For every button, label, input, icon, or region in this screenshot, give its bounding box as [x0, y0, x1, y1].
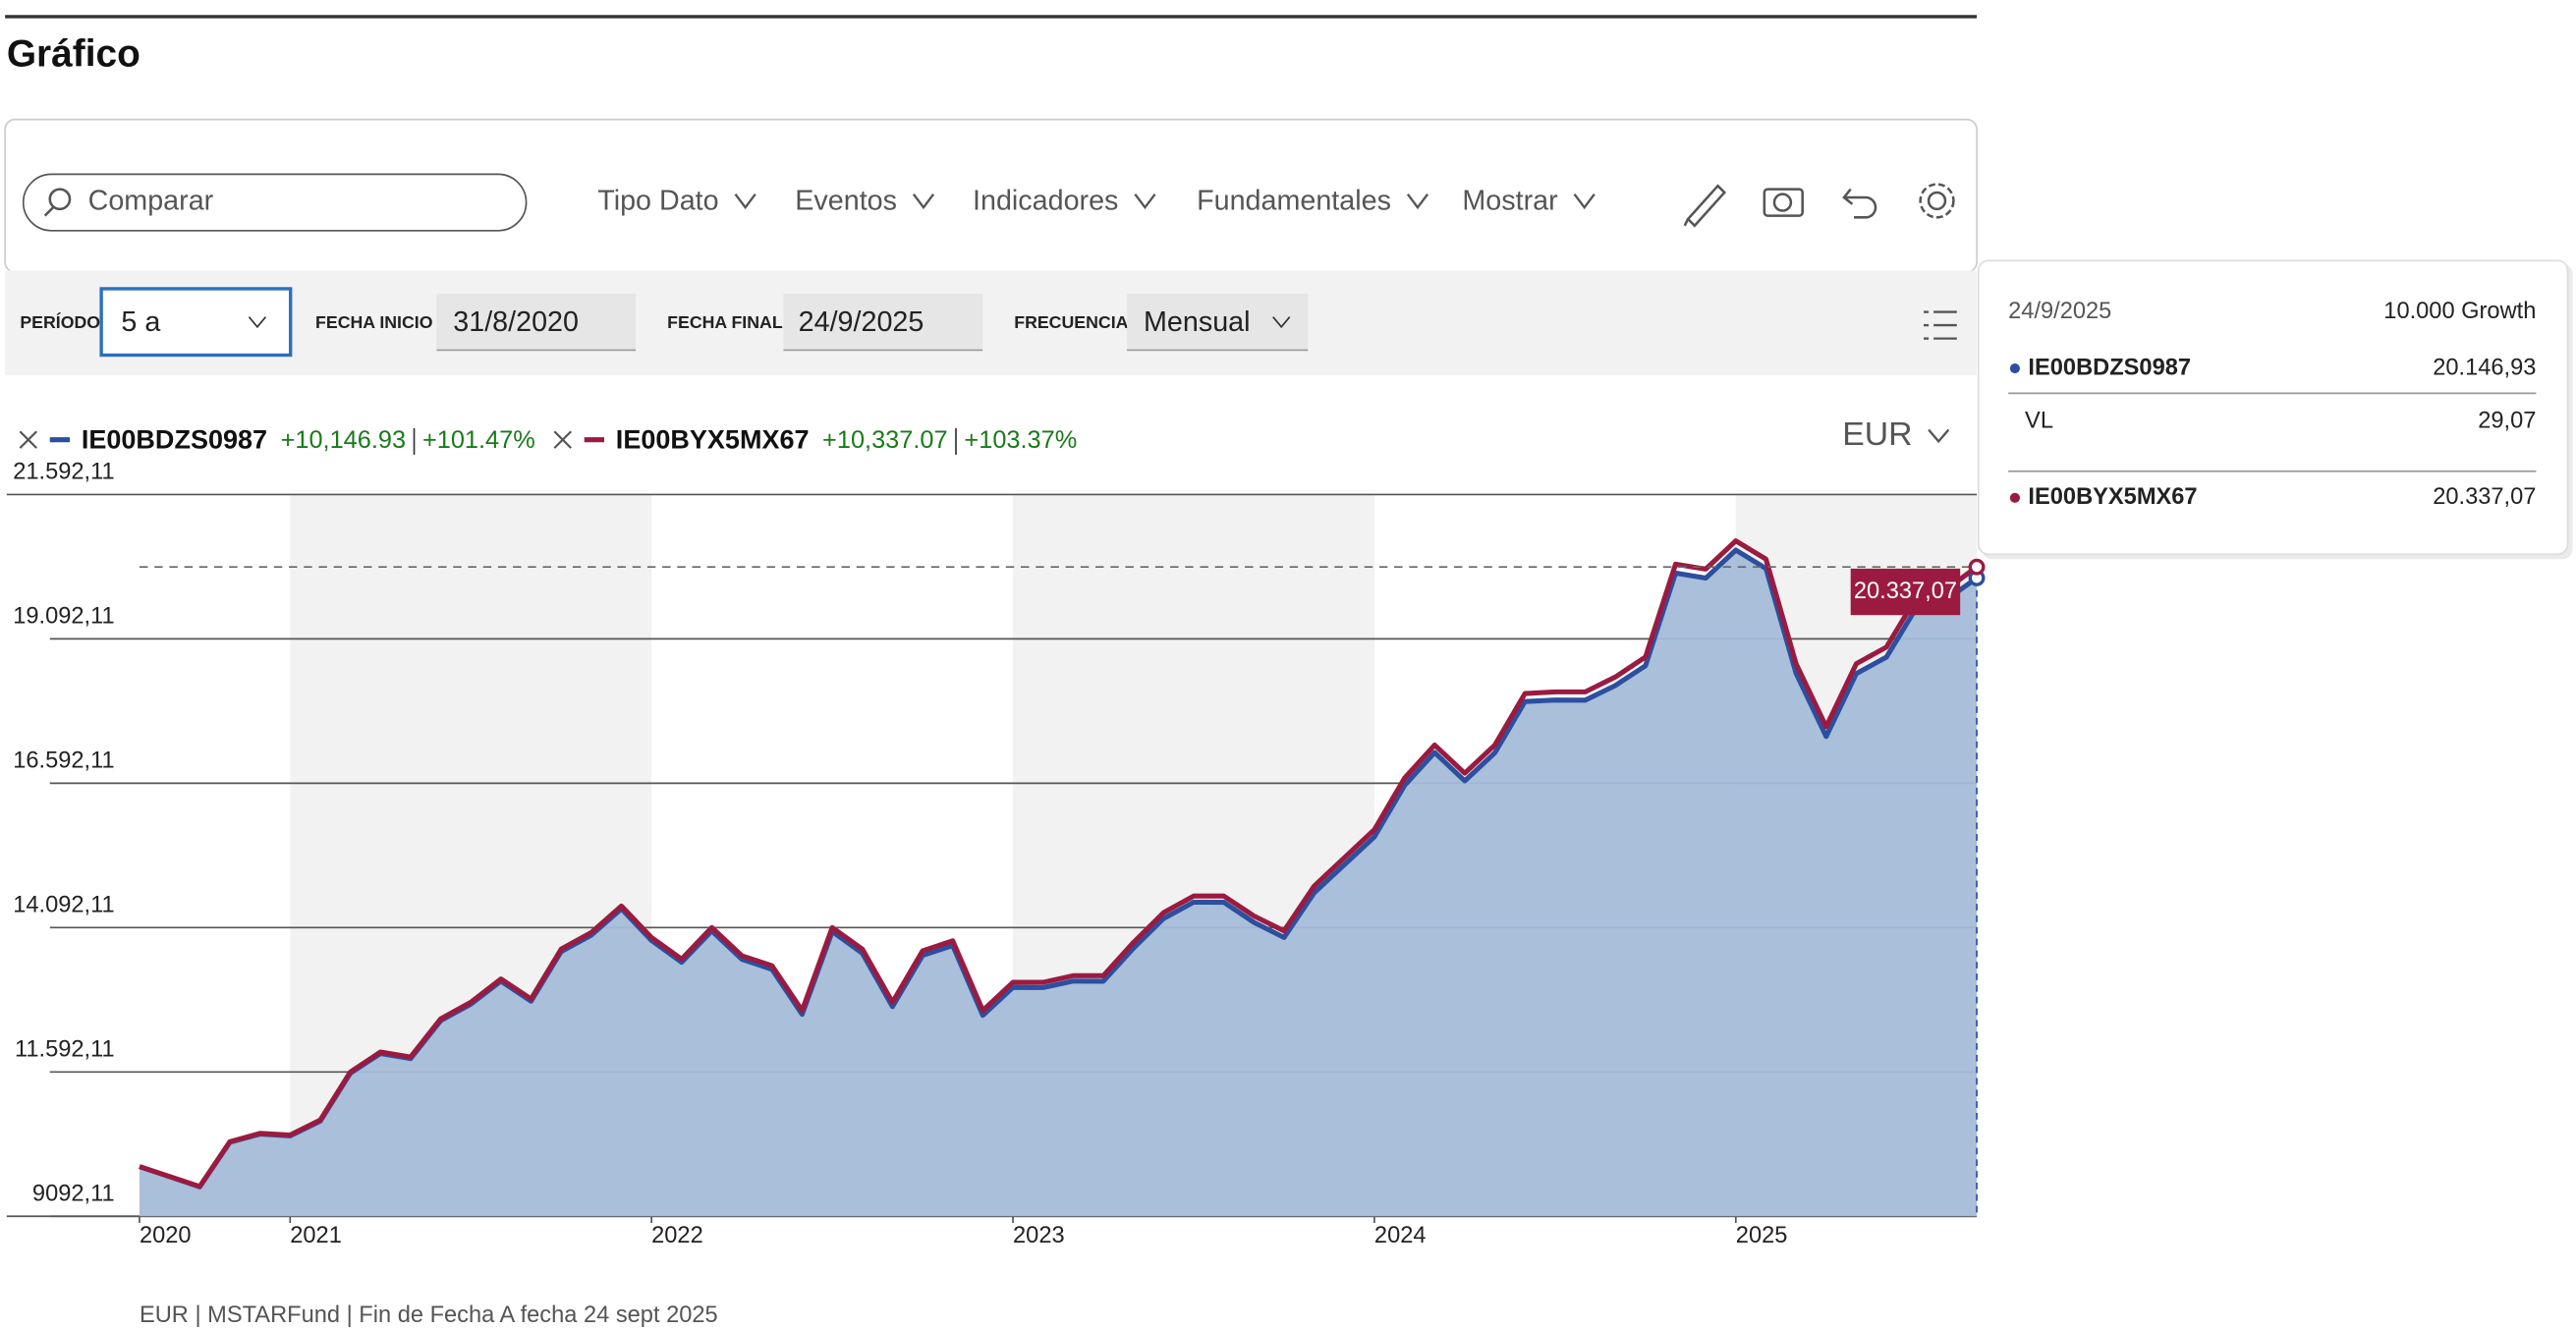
search-box[interactable]	[22, 173, 528, 232]
value-tag-label: 20.337,07	[1854, 579, 1957, 604]
menu[interactable]: Mostrar	[1462, 186, 1558, 217]
tooltip-date: 24/9/2025	[2008, 299, 2111, 324]
legend-change-pct: +103.37%	[964, 426, 1077, 454]
search-icon	[48, 188, 72, 211]
camera-lens	[1772, 193, 1793, 212]
legend-change: +10,337.07	[822, 426, 947, 454]
end-label: FECHA FINAL	[667, 312, 783, 332]
start-label: FECHA INICIO	[315, 312, 433, 332]
y-tick-label: 19.092,11	[13, 604, 114, 630]
footer: EUR | MSTARFund | Fin de Fecha A fecha 2…	[140, 1302, 718, 1328]
last-point	[1968, 558, 1986, 576]
chevron	[912, 193, 935, 210]
undo-icon[interactable]	[1842, 188, 1877, 219]
y-tick-label: 21.592,11	[13, 460, 114, 485]
period-label: PERÍODO	[20, 311, 100, 332]
x-tick-label: 2025	[1736, 1223, 1788, 1248]
chevron	[1928, 428, 1950, 444]
chevron	[734, 193, 756, 210]
end-input[interactable]	[783, 294, 983, 351]
end-value: 24/9/2025	[799, 306, 924, 338]
tooltip-value: 20.146,93	[2433, 355, 2536, 380]
legend-name: IE00BDZS0987	[82, 425, 267, 455]
x-tick-label: 2022	[651, 1223, 703, 1248]
start-value: 31/8/2020	[453, 306, 579, 338]
tooltip-value: 29,07	[2478, 408, 2536, 433]
tooltip-basis: 10.000 Growth	[2383, 299, 2536, 324]
menu[interactable]: Eventos	[795, 186, 897, 217]
search-icon	[43, 206, 55, 217]
tooltip-name: IE00BDZS0987	[2028, 355, 2191, 380]
tooltip-name: IE00BYX5MX67	[2028, 484, 2197, 510]
period-select[interactable]	[99, 287, 293, 358]
chevron	[1573, 193, 1596, 210]
settings-icon[interactable]	[1927, 191, 1947, 211]
chevron	[1272, 316, 1291, 329]
page-title: Gráfico	[7, 33, 140, 76]
y-tick-label: 11.592,11	[15, 1037, 115, 1063]
tooltip-bullet	[2009, 492, 2020, 503]
tooltip-bullet	[2009, 362, 2020, 374]
search-placeholder[interactable]: Comparar	[88, 186, 214, 217]
frequency-value: Mensual	[1144, 306, 1251, 338]
start-input[interactable]	[436, 294, 637, 351]
y-tick-label: 16.592,11	[13, 748, 114, 774]
chevron	[1406, 193, 1429, 210]
list-icon[interactable]	[1924, 310, 1957, 340]
menu[interactable]: Tipo Dato	[597, 186, 718, 217]
value-tag	[1850, 568, 1961, 616]
period-value: 5 a	[121, 306, 160, 338]
camera-icon[interactable]	[1763, 188, 1804, 217]
tooltip-name: VL	[2025, 408, 2053, 433]
draw-icon[interactable]	[1683, 184, 1727, 228]
controls-bar	[5, 270, 1978, 375]
legend-change: +10,146.93	[281, 426, 406, 454]
menu[interactable]: Indicadores	[973, 186, 1118, 217]
remove-series[interactable]	[19, 430, 38, 449]
y-tick-label: 9092,11	[32, 1182, 115, 1207]
x-tick-label: 2023	[1013, 1223, 1065, 1248]
line	[139, 538, 1979, 1190]
currency-select[interactable]: EUR	[1842, 416, 1912, 453]
frequency-label: FRECUENCIA	[1014, 312, 1128, 332]
x-tick-label: 2024	[1374, 1223, 1427, 1248]
legend-change-pct: +101.47%	[422, 426, 535, 454]
y-tick-label: 14.092,11	[13, 893, 114, 918]
menu[interactable]: Fundamentales	[1197, 186, 1391, 217]
chevron	[248, 316, 267, 329]
x-tick-label: 2021	[290, 1223, 342, 1248]
toolbar-icons	[1683, 183, 1955, 228]
x-tick-label: 2020	[140, 1223, 192, 1248]
tooltip	[1977, 259, 2569, 556]
settings-gear	[1919, 183, 1955, 219]
remove-series[interactable]	[553, 430, 572, 449]
tooltip-value: 20.337,07	[2433, 484, 2536, 510]
chevron	[1134, 193, 1156, 210]
legend-name: IE00BYX5MX67	[616, 425, 810, 455]
